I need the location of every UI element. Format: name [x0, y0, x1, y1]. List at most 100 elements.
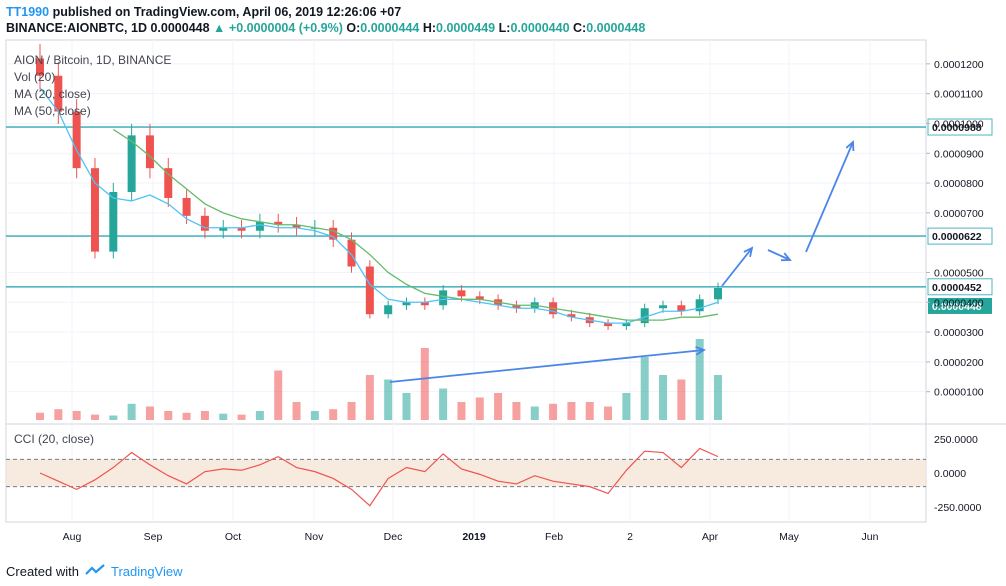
volume-bar [255, 411, 264, 420]
price-axis[interactable]: 0.0001200 0.0001100 0.0001000 0.0000900 0.00… [926, 59, 984, 399]
price-tick-label: 0.0000700 [934, 208, 984, 220]
level-badge-label: 0.0000622 [932, 231, 982, 243]
legend-ma20: MA (20, close) [14, 87, 91, 101]
volume-bar [530, 406, 539, 420]
candle-body [109, 192, 118, 252]
footer: Created with TradingView [6, 561, 183, 581]
candle-body [274, 221, 283, 225]
volume-bar [36, 412, 44, 420]
trend-arrow [389, 349, 705, 383]
volume-bar [457, 402, 466, 420]
close-value: 0.0000448 [586, 21, 646, 35]
horizontal-levels[interactable]: 0.0000988 0.0000622 0.0000452 0.0000448 [6, 118, 993, 314]
time-tick-label: Oct [225, 531, 241, 543]
open-label: O: [346, 21, 361, 35]
moving-averages [39, 87, 719, 324]
candle-body [255, 221, 264, 231]
tradingview-brand[interactable]: TradingView [110, 563, 183, 579]
volume-bar [549, 403, 558, 420]
level-badge [927, 227, 993, 245]
candle-body [36, 58, 44, 76]
volume-bar [109, 415, 118, 420]
candle-body [567, 314, 576, 318]
chart-header: TT1990 published on TradingView.com, Apr… [6, 4, 996, 36]
volume-bar [659, 375, 668, 420]
candle-body [604, 323, 613, 327]
candle-body [292, 224, 301, 228]
price-tick-label: 0.0000900 [934, 148, 984, 160]
candle-body [384, 305, 393, 315]
volume-bar [420, 348, 429, 420]
time-tick-label: Nov [305, 531, 324, 543]
candle-body [182, 197, 191, 216]
price-tick-label: 0.0000100 [934, 387, 984, 399]
time-tick-label: 2019 [462, 531, 486, 543]
candle-body [714, 287, 722, 300]
level-badge-label: 0.0000988 [932, 122, 982, 134]
candle-body [164, 168, 173, 198]
candle-body [72, 111, 81, 169]
trend-arrow-head [743, 246, 754, 257]
volume-bar [292, 402, 301, 420]
trend-arrow-head [695, 346, 707, 356]
price-change: +0.0000004 (+0.9%) [228, 21, 343, 35]
time-tick-label: Apr [702, 531, 719, 543]
volume-bar [677, 379, 686, 420]
volume-bar [274, 370, 283, 420]
volume-bar [237, 414, 246, 420]
author-link[interactable]: TT1990 [6, 5, 50, 19]
volume-bar [604, 406, 613, 420]
volume-bar [439, 388, 448, 420]
candle-body [365, 266, 374, 315]
price-tick-label: 0.0001100 [934, 89, 983, 101]
time-tick-label: Sep [144, 531, 163, 543]
candle-body [512, 305, 521, 309]
ma50-line [112, 128, 719, 321]
candle-body [90, 168, 99, 252]
price-tick-label: 0.0000300 [934, 327, 984, 339]
time-tick-label: Jun [862, 531, 879, 543]
candle-body [420, 302, 429, 306]
volume-bar [219, 413, 228, 420]
volume-bar [145, 406, 154, 420]
time-axis[interactable]: Aug Sep Oct Nov Dec 2019 Feb 2 Apr May Jun [63, 531, 879, 543]
volume-bar [695, 339, 704, 420]
volume-bar [164, 411, 173, 420]
time-tick-label: Dec [384, 531, 403, 543]
candle-body [439, 290, 448, 306]
candles [36, 43, 722, 330]
trend-arrows[interactable] [389, 140, 855, 383]
volume-bar [310, 411, 319, 420]
price-tick-label: 0.0000200 [934, 357, 984, 369]
price-tick-label: 0.0001200 [934, 59, 984, 71]
candle-body [695, 299, 704, 312]
grid [6, 40, 926, 522]
candle-body [622, 323, 631, 327]
time-tick-label: 2 [627, 531, 633, 543]
cci-tick-label: 0.0000 [934, 468, 966, 480]
volume-bar [494, 393, 503, 420]
candle-body [145, 135, 154, 169]
trend-arrow [767, 249, 791, 261]
candle-body [127, 135, 136, 192]
level-badge-label: 0.0000452 [932, 282, 982, 294]
candle-body [659, 305, 668, 309]
chart-canvas[interactable]: 0.0000988 0.0000622 0.0000452 0.0000448 0.0… [0, 0, 1006, 560]
last-price: 0.0000448 [150, 21, 210, 35]
time-tick-label: May [779, 531, 800, 543]
volume-bar [475, 397, 484, 420]
candle-body [347, 239, 356, 267]
publish-info: published on TradingView.com, April 06, … [52, 5, 402, 19]
up-arrow-icon: ▲ [213, 21, 226, 35]
ma20-line [39, 87, 719, 324]
ohlc-line: BINANCE:AIONBTC, 1D 0.0000448 ▲ +0.00000… [6, 20, 996, 36]
volume-bar [622, 393, 631, 420]
cci-tick-label: 250.0000 [934, 434, 978, 446]
time-tick-label: Feb [545, 531, 563, 543]
cci-pane: 250.0000 0.0000 -250.0000 [6, 434, 981, 514]
price-tick-label: 0.0000500 [934, 267, 984, 279]
volume-bar [182, 412, 191, 420]
volume-bar [90, 414, 99, 420]
created-with-label: Created with [6, 563, 79, 579]
price-tick-label: 0.0000800 [934, 178, 984, 190]
